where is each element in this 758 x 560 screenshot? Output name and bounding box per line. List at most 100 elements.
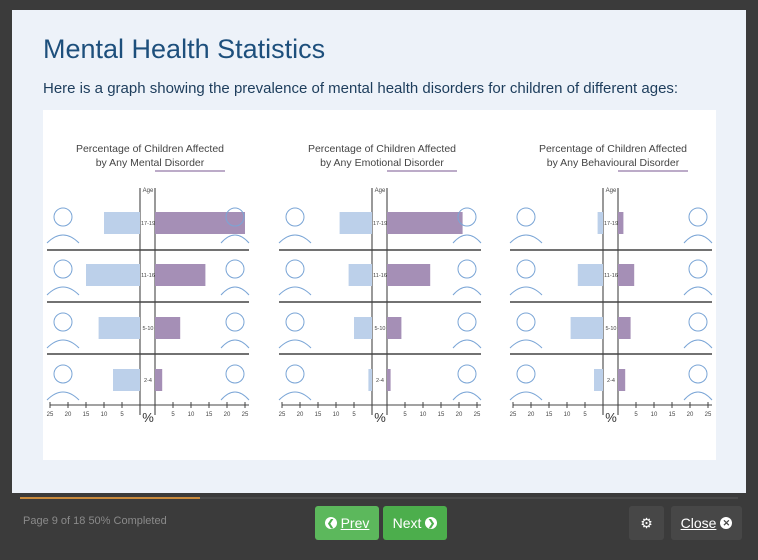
age-axis-label: Age [375,188,386,194]
x-tick-label: 15 [546,412,553,418]
x-tick-label: 15 [669,412,676,418]
bar-female [155,317,181,339]
chart-title-line2: by Any Mental Disorder [96,157,205,169]
next-button[interactable]: Next ❯ [383,506,447,540]
boy-face-icon [285,207,305,227]
gears-icon: ⚙ [640,514,653,531]
boy-face-icon [516,312,536,332]
boy-face-icon [516,364,536,384]
x-tick-label: 15 [438,412,445,418]
girl-face-icon [688,364,708,384]
boy-body-icon [46,339,80,349]
settings-button[interactable]: ⚙ [629,506,664,540]
x-tick-label: 10 [188,412,195,418]
x-axis-label: % [605,410,617,425]
x-tick-label: 25 [510,412,517,418]
bar-female [155,264,206,286]
boy-body-icon [278,339,312,349]
boy-body-icon [278,286,312,296]
boy-face-icon [53,364,73,384]
bar-male [348,264,372,286]
bar-male [594,369,603,391]
chart-0: Percentage of Children Affected by Any Me… [46,143,250,425]
boy-body-icon [509,391,543,401]
bar-male [577,264,603,286]
age-label: 11-16 [141,273,155,279]
progress-fill [20,497,200,499]
bar-female [618,369,626,391]
boy-face-icon [285,364,305,384]
x-tick-label: 20 [65,412,72,418]
page-title: Mental Health Statistics [43,34,326,64]
bar-male [104,212,140,234]
x-tick-label: 20 [224,412,231,418]
bar-male [86,264,140,286]
x-tick-label: 5 [352,412,356,418]
prev-button[interactable]: ❮ Prev [315,506,379,540]
girl-body-icon [220,339,250,349]
x-tick-label: 20 [456,412,463,418]
bar-male [368,369,372,391]
girl-body-icon [220,286,250,296]
bar-female [618,317,631,339]
x-tick-label: 5 [583,412,587,418]
girl-body-icon [220,391,250,401]
x-tick-label: 5 [634,412,638,418]
girl-face-icon [225,312,245,332]
x-tick-label: 5 [171,412,175,418]
boy-face-icon [516,207,536,227]
age-label: 17-19 [141,221,155,227]
chart-1: Percentage of Children Affected by Any Em… [278,143,482,425]
girl-face-icon [688,312,708,332]
girl-face-icon [225,364,245,384]
x-tick-label: 5 [403,412,407,418]
x-axis-label: % [142,410,154,425]
girl-body-icon [220,234,250,244]
girl-face-icon [225,259,245,279]
x-tick-label: 10 [564,412,571,418]
age-label: 17-19 [604,221,618,227]
close-button[interactable]: Close ✕ [671,506,742,540]
girl-face-icon [225,207,245,227]
chevron-left-icon: ❮ [324,517,337,529]
boy-face-icon [285,312,305,332]
chart-title-line1: Percentage of Children Affected [76,143,224,155]
x-tick-label: 25 [242,412,249,418]
bar-male [113,369,140,391]
age-label: 5-10 [374,326,385,332]
x-tick-label: 5 [120,412,124,418]
bar-female [155,212,245,234]
bar-male [354,317,372,339]
chart-title-line1: Percentage of Children Affected [308,143,456,155]
page-subtitle: Here is a graph showing the prevalence o… [43,80,679,97]
age-label: 17-19 [373,221,387,227]
boy-body-icon [509,234,543,244]
girl-face-icon [688,259,708,279]
boy-body-icon [278,391,312,401]
x-tick-label: 25 [47,412,54,418]
bar-female [387,317,402,339]
x-axis-label: % [374,410,386,425]
bar-female [387,212,463,234]
boy-face-icon [285,259,305,279]
bar-female [618,212,624,234]
age-label: 11-16 [604,273,618,279]
x-tick-label: 20 [297,412,304,418]
girl-face-icon [457,259,477,279]
bar-male [597,212,603,234]
boy-body-icon [46,286,80,296]
x-tick-label: 10 [101,412,108,418]
boy-body-icon [278,234,312,244]
chart-card: Percentage of Children Affected by Any Me… [43,110,716,460]
age-label: 2-4 [376,378,384,384]
x-tick-label: 25 [474,412,481,418]
progress-bar [20,497,738,499]
boy-body-icon [509,286,543,296]
girl-body-icon [452,234,482,244]
age-label: 5-10 [605,326,616,332]
x-tick-label: 15 [315,412,322,418]
age-label: 2-4 [144,378,152,384]
x-tick-label: 10 [333,412,340,418]
bar-female [618,264,635,286]
close-icon: ✕ [720,517,733,529]
